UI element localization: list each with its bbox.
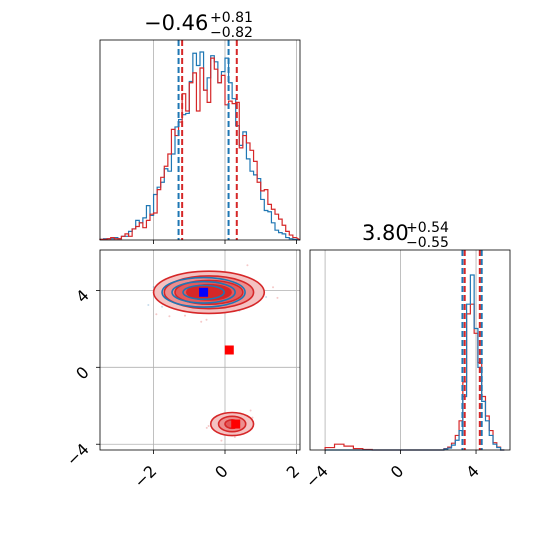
histogram-1-steps (99, 51, 301, 241)
contour-point (272, 286, 275, 289)
contour-point (147, 303, 150, 306)
hist1-series-red (99, 57, 301, 241)
contour-frame (99, 249, 301, 451)
contour-level-blue (161, 276, 246, 308)
contour-ytick-label: 0 (72, 363, 93, 384)
contour-level-blue (171, 280, 236, 304)
histogram-panel-param-1: −0.46 +0.81 −0.82 (99, 10, 301, 244)
histogram-2-title-sup: +0.54 (406, 220, 449, 236)
contour-point (155, 313, 158, 316)
histogram-1-quantile-lines (177, 40, 238, 240)
contour-marker (199, 287, 209, 297)
histogram-2-title-main: 3.80 (362, 221, 409, 245)
contour-point (200, 320, 203, 323)
hist2-xtick-label: 4 (462, 461, 483, 482)
contour-markers (199, 287, 241, 429)
histogram-1-title: −0.46 +0.81 −0.82 (144, 10, 253, 41)
contour-levels (152, 270, 266, 437)
contour-point (205, 426, 208, 429)
contour-point (251, 416, 254, 419)
contour-panel: −2 0 2 −4 0 4 (63, 249, 303, 492)
histogram-1-title-main: −0.46 (144, 11, 208, 35)
contour-level-blue (182, 284, 225, 301)
histogram-2-frame (309, 249, 511, 451)
histogram-1-frame (99, 39, 301, 241)
histogram-2-steps (324, 274, 505, 451)
contour-y-ticks: −4 0 4 (63, 286, 100, 470)
histogram-2-x-ticks: −4 0 4 (302, 450, 483, 492)
hist2-series-blue (325, 274, 505, 451)
contour-marker (224, 345, 234, 355)
contour-x-ticks: −2 0 2 (130, 450, 303, 492)
hist1-series-blue (99, 51, 301, 241)
contour-ytick-label: 4 (72, 286, 93, 307)
contour-point (207, 424, 210, 427)
contour-point (161, 305, 164, 308)
contour-point (265, 295, 268, 298)
contour-point (276, 296, 279, 299)
hist2-series-red (324, 303, 505, 451)
contour-xtick-label: −2 (130, 461, 160, 491)
contour-point (220, 439, 223, 442)
histogram-1-title-sub: −0.82 (210, 25, 253, 41)
contour-ytick-label: −4 (63, 440, 93, 470)
contour-xtick-label: 2 (283, 461, 304, 482)
contour-point (249, 409, 252, 412)
contour-marker (231, 419, 241, 429)
hist2-xtick-label: 0 (387, 461, 408, 482)
contour-point (246, 264, 249, 267)
contour-point (205, 318, 208, 321)
histogram-2-gridlines (324, 250, 477, 450)
contour-point (168, 315, 171, 318)
histogram-2-quantile-lines (461, 250, 483, 450)
contour-point (233, 435, 236, 438)
histogram-panel-param-2: −4 0 4 3.80 +0.54 −0.55 (302, 220, 511, 492)
histogram-2-title: 3.80 +0.54 −0.55 (362, 220, 449, 251)
histogram-2-title-sub: −0.55 (406, 235, 449, 251)
contour-point (184, 314, 187, 317)
hist2-xtick-label: −4 (302, 461, 332, 491)
contour-xtick-label: 0 (211, 461, 232, 482)
histogram-1-title-sup: +0.81 (210, 10, 253, 26)
